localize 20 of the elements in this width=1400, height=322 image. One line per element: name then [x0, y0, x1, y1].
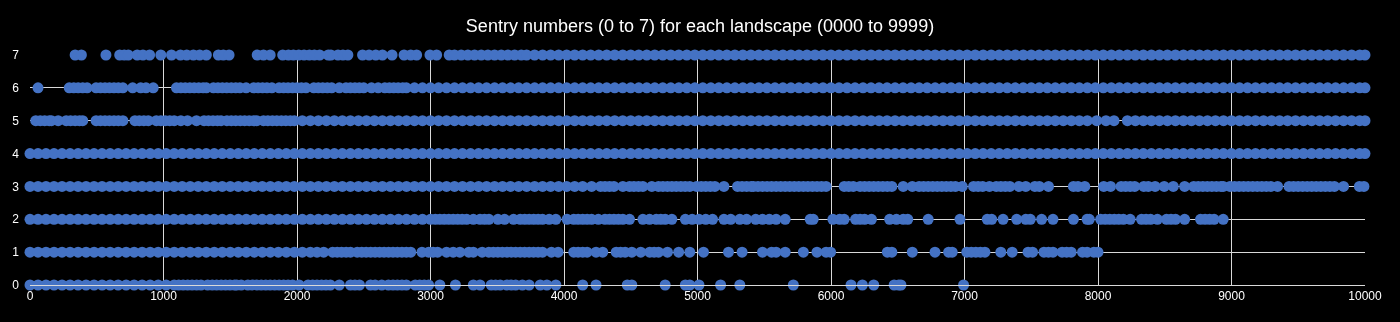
y-tick-label: 7 — [12, 48, 20, 63]
y-tick-label: 1 — [12, 245, 20, 260]
x-tick-label: 5000 — [684, 289, 712, 304]
x-tick-label: 9000 — [1218, 289, 1246, 304]
x-tick-label: 0 — [26, 289, 34, 304]
x-tick-label: 6000 — [817, 289, 845, 304]
x-tick-label: 2000 — [283, 289, 311, 304]
chart-title: Sentry numbers (0 to 7) for each landscape (0000 to 9999) — [465, 16, 935, 37]
y-tick-label: 3 — [12, 179, 20, 194]
x-tick-label: 8000 — [1084, 289, 1112, 304]
y-tick-label: 2 — [12, 212, 20, 227]
x-tick-label: 7000 — [951, 289, 979, 304]
x-tick-label: 1000 — [150, 289, 178, 304]
y-tick-label: 6 — [12, 81, 20, 96]
x-tick-label: 3000 — [417, 289, 445, 304]
y-tick-label: 0 — [12, 278, 20, 293]
y-tick-label: 5 — [12, 113, 20, 128]
x-tick-label: 4000 — [550, 289, 578, 304]
x-tick-label: 10000 — [1348, 289, 1383, 304]
y-tick-label: 4 — [12, 146, 20, 161]
